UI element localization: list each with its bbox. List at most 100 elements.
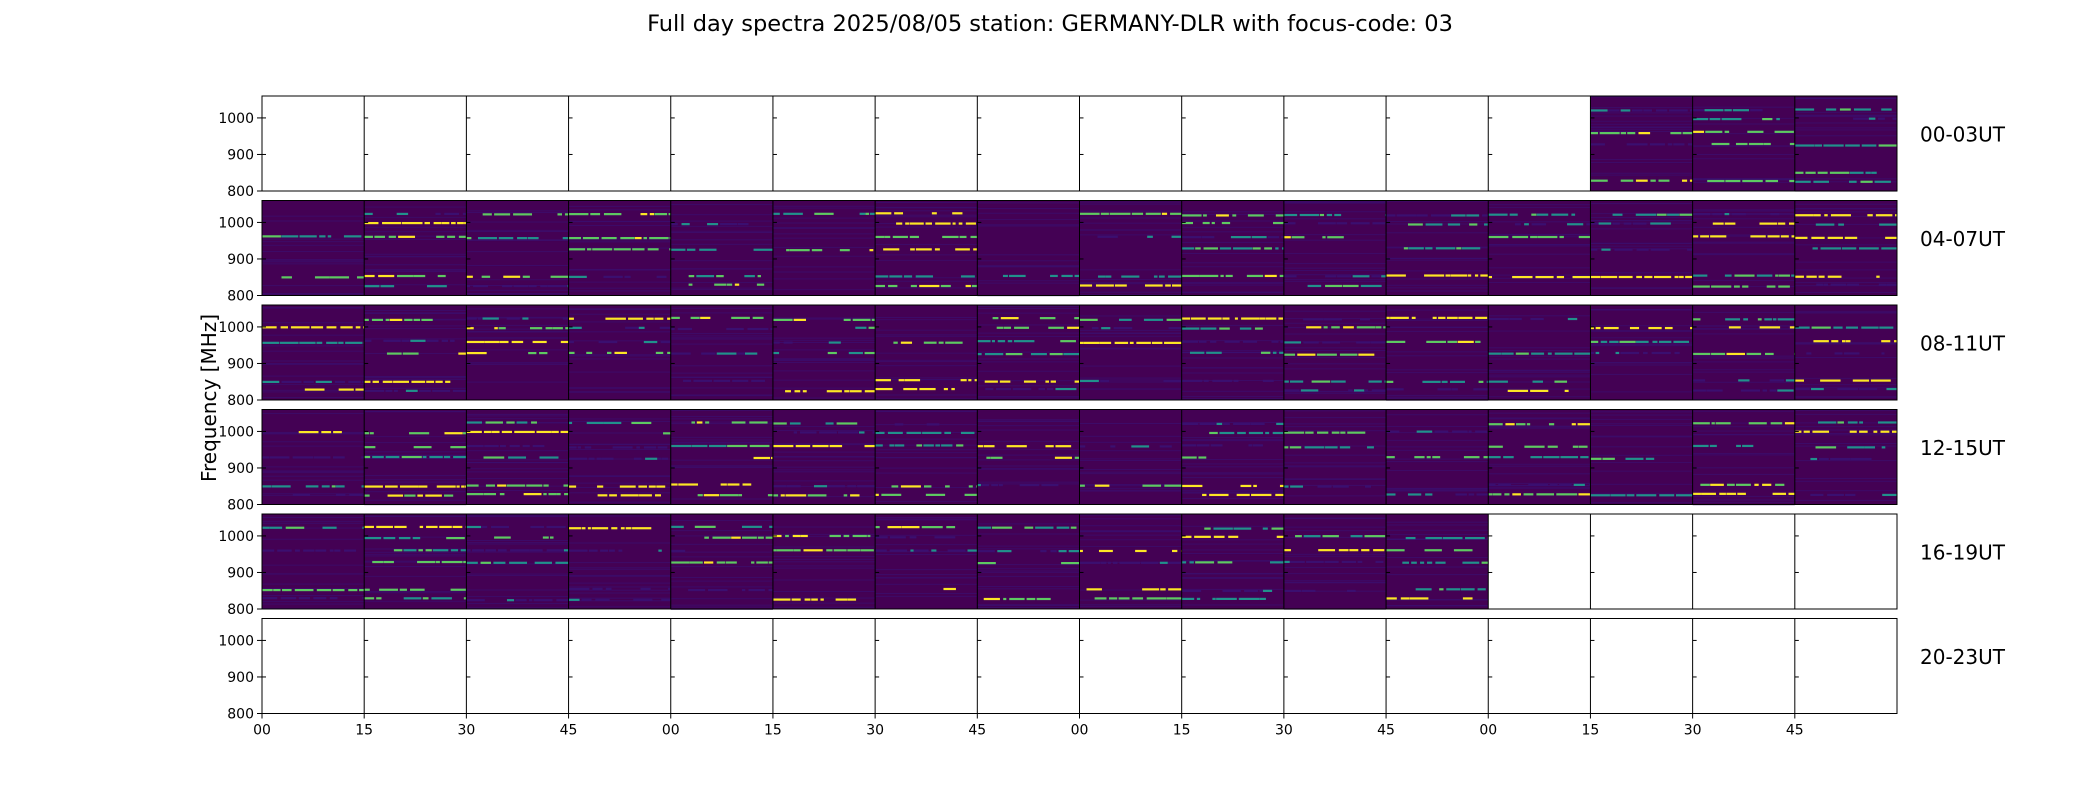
interference-band — [522, 317, 529, 320]
interference-band — [1740, 389, 1761, 392]
interference-band — [1079, 341, 1084, 344]
interference-band — [1598, 222, 1612, 225]
interference-band — [1233, 247, 1253, 250]
interference-band — [668, 213, 671, 216]
interference-band — [1841, 247, 1857, 250]
spectrum-texture — [466, 415, 569, 417]
interference-band — [1701, 492, 1716, 495]
interference-band — [707, 588, 728, 592]
interference-band — [1142, 484, 1162, 487]
interference-band — [1488, 483, 1496, 486]
spectrum-texture — [568, 487, 671, 489]
spectrum-texture — [1590, 462, 1693, 464]
spectrum-cell — [875, 305, 978, 400]
interference-band — [1859, 387, 1878, 391]
interference-band — [393, 549, 403, 552]
interference-band — [1501, 352, 1514, 355]
interference-band — [1874, 180, 1891, 183]
interference-band — [563, 484, 569, 487]
interference-band — [1430, 214, 1451, 217]
interference-band — [1216, 422, 1223, 426]
interference-band — [1750, 109, 1763, 112]
interference-band — [546, 549, 564, 552]
spectrum-texture — [670, 409, 773, 411]
interference-band — [1480, 274, 1489, 277]
interference-band — [1050, 550, 1057, 553]
interference-band — [1451, 214, 1466, 217]
interference-band — [896, 222, 903, 225]
spectrum-texture — [772, 237, 876, 239]
spectrum-texture — [1794, 203, 1897, 205]
interference-band — [1424, 274, 1445, 277]
spectrum-texture — [1692, 106, 1795, 108]
interference-band — [466, 327, 474, 330]
interference-band — [829, 444, 843, 448]
interference-band — [1757, 318, 1762, 321]
interference-band — [1712, 222, 1724, 225]
spectrum-texture — [1079, 489, 1182, 491]
interference-band — [485, 484, 495, 487]
spectrum-texture — [1079, 485, 1182, 487]
interference-band — [1068, 550, 1080, 553]
spectrum-texture — [1692, 501, 1795, 503]
interference-band — [396, 274, 414, 278]
interference-band — [770, 327, 773, 331]
x-tick-label: 00 — [1071, 723, 1089, 739]
interference-band — [1164, 341, 1182, 344]
x-tick-label: 30 — [1684, 723, 1702, 739]
interference-band — [645, 457, 658, 460]
spectrum-texture — [772, 318, 876, 320]
spectrum-texture — [262, 391, 365, 393]
interference-band — [1831, 340, 1839, 343]
interference-band — [586, 351, 593, 355]
spectrum-texture — [466, 489, 569, 491]
interference-band — [385, 455, 400, 459]
interference-band — [527, 237, 539, 240]
spectrum-texture — [1079, 283, 1182, 285]
interference-band — [1803, 430, 1810, 433]
spectrum-texture — [1692, 426, 1795, 428]
spectrum-texture — [670, 530, 773, 532]
spectrum-texture — [670, 436, 773, 438]
interference-band — [964, 493, 978, 496]
spectrum-texture — [1692, 123, 1795, 125]
interference-band — [1325, 275, 1337, 278]
interference-band — [945, 341, 963, 344]
spectrum-texture — [1283, 479, 1387, 481]
interference-band — [1094, 597, 1107, 600]
spectrum-texture — [875, 583, 978, 585]
interference-band — [1879, 223, 1897, 226]
interference-band — [1725, 179, 1741, 183]
interference-band — [441, 221, 450, 225]
interference-band — [1164, 484, 1182, 487]
interference-band — [311, 326, 324, 329]
interference-band — [795, 444, 811, 448]
interference-band — [1488, 235, 1509, 239]
interference-band — [441, 560, 463, 564]
interference-band — [1636, 248, 1649, 251]
interference-band — [770, 456, 773, 460]
spectrum-texture — [1692, 253, 1795, 255]
spectrum-texture — [262, 397, 365, 399]
interference-band — [1710, 235, 1727, 238]
interference-band — [839, 249, 850, 252]
spectrum-texture — [1692, 226, 1795, 228]
interference-band — [997, 340, 1006, 343]
spectrum-texture — [364, 553, 467, 555]
interference-band — [269, 456, 290, 459]
spectrum-texture — [1283, 349, 1387, 351]
interference-band — [1706, 389, 1723, 392]
interference-band — [568, 457, 588, 460]
interference-band — [1209, 493, 1229, 497]
spectrum-texture — [568, 589, 671, 591]
spectrum-texture — [568, 562, 671, 564]
spectrum-texture — [466, 418, 569, 420]
spectrum-texture — [772, 535, 876, 537]
spectrum-texture — [1794, 429, 1897, 431]
interference-band — [620, 494, 639, 497]
interference-band — [401, 339, 410, 342]
spectrum-texture — [1794, 410, 1897, 412]
spectrum-texture — [1692, 422, 1795, 424]
